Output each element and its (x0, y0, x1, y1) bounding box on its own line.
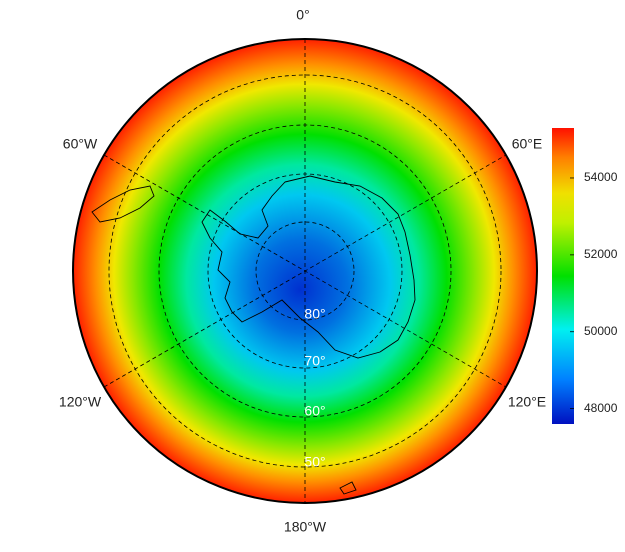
graticule (103, 39, 507, 503)
meridian-label: 0° (296, 7, 309, 23)
parallel-label: 80° (304, 306, 325, 322)
coastline (91, 175, 416, 495)
colorbar-tick-label: 50000 (584, 324, 618, 338)
parallel-label: 70° (304, 353, 325, 369)
parallel-label: 50° (304, 454, 325, 470)
meridian-label: 60°E (512, 136, 543, 152)
colorbar-tick-label: 48000 (584, 401, 618, 415)
meridian-label: 180°W (284, 519, 327, 535)
meridian-label: 120°E (508, 394, 546, 410)
meridian-label: 120°W (59, 394, 102, 410)
colorbar-tick-label: 52000 (584, 247, 618, 261)
colorbar-tick-label: 54000 (584, 170, 618, 184)
labels: 0° 60°W 60°E 120°W 120°E 180°W 80° 70° 6… (59, 7, 546, 535)
parallel-label: 60° (304, 403, 325, 419)
meridian-label: 60°W (63, 136, 98, 152)
colorbar (552, 128, 574, 424)
